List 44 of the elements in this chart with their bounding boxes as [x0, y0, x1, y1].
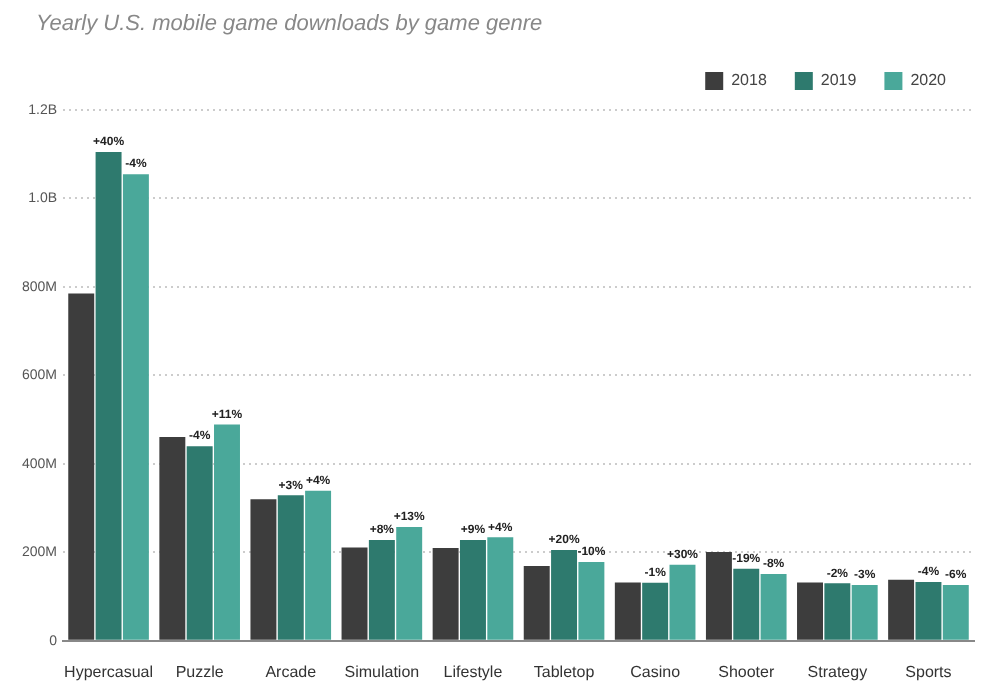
legend-label: 2020 — [910, 71, 948, 90]
bar — [459, 539, 486, 640]
bar — [159, 436, 186, 640]
bar — [824, 583, 851, 640]
bar — [396, 527, 423, 640]
bar — [523, 566, 550, 640]
bar — [888, 579, 915, 640]
bar — [305, 490, 332, 640]
bar — [915, 581, 942, 640]
x-tick-label: Shooter — [718, 662, 775, 681]
bar — [250, 499, 277, 640]
x-tick-label: Strategy — [807, 662, 868, 681]
x-tick-label: Tabletop — [533, 662, 596, 681]
bar — [214, 424, 240, 640]
x-tick-label: Casino — [630, 662, 682, 681]
bar — [551, 550, 578, 640]
bar — [122, 174, 149, 640]
legend-label: 2019 — [820, 71, 858, 90]
bar — [760, 574, 787, 640]
bar — [642, 582, 669, 640]
bar — [733, 568, 760, 640]
bar — [942, 585, 969, 640]
bar — [578, 562, 605, 640]
bar — [851, 585, 878, 640]
x-tick-label: Simulation — [344, 662, 420, 681]
bar — [341, 547, 368, 640]
bar — [186, 446, 213, 640]
x-tick-label: Lifestyle — [443, 662, 504, 681]
x-tick-label: Hypercasual — [64, 662, 154, 681]
chart-title: Yearly U.S. mobile game downloads by game genre — [36, 12, 543, 36]
legend-label: 2018 — [731, 71, 768, 90]
x-tick-label: Puzzle — [175, 662, 225, 681]
bar — [68, 293, 95, 640]
bar — [277, 495, 304, 640]
bar — [95, 152, 122, 640]
bar — [669, 564, 696, 640]
bar — [797, 582, 824, 640]
bar — [487, 537, 514, 640]
bar — [614, 582, 641, 640]
bar — [705, 551, 732, 640]
bar — [368, 539, 395, 640]
x-tick-label: Arcade — [265, 662, 318, 681]
x-tick-label: Sports — [905, 662, 952, 681]
bar — [432, 547, 459, 640]
